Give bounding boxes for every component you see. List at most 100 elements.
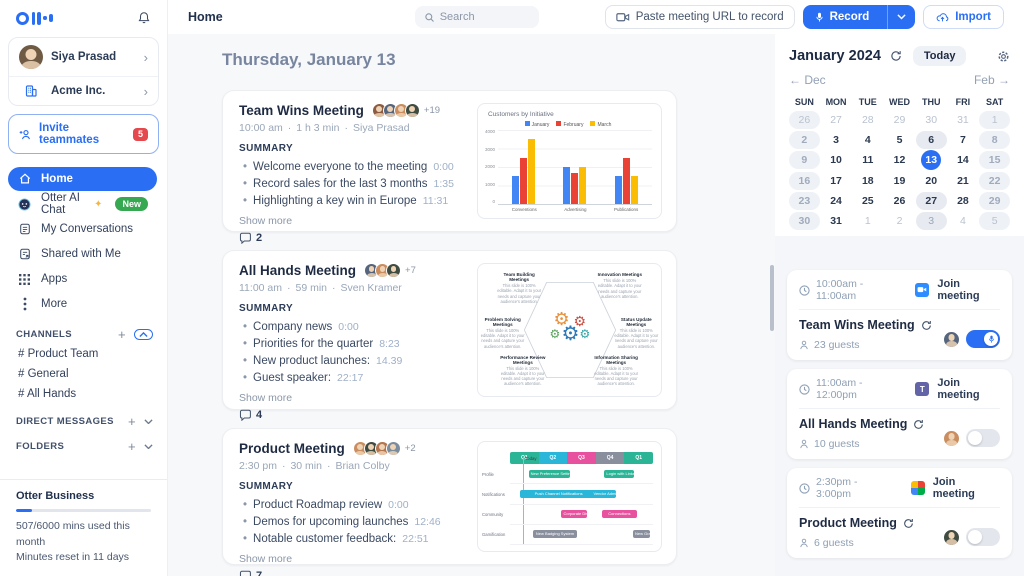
calendar-day[interactable]: 20 <box>925 175 938 187</box>
auto-join-toggle[interactable] <box>966 429 1000 447</box>
chevron-down-icon[interactable] <box>144 444 153 450</box>
calendar-day[interactable]: 18 <box>861 175 874 187</box>
calendar-day[interactable]: 27 <box>915 192 947 210</box>
paste-url-button[interactable]: Paste meeting URL to record <box>604 5 795 29</box>
sidebar-item-otter-ai-chat[interactable]: Otter AI Chat ✦ New <box>8 192 157 216</box>
comment-count[interactable]: 4 <box>239 409 469 421</box>
schedule-card[interactable]: 2:30pm - 3:00pm Join meeting Product Mee… <box>787 468 1012 558</box>
meeting-attachment[interactable]: ⚙ ⚙ ⚙ ⚙ ⚙ Team Building Meetings This slide i… <box>477 263 662 397</box>
calendar-day[interactable]: 25 <box>861 195 874 207</box>
record-dropdown-button[interactable] <box>887 5 915 29</box>
calendar-day[interactable]: 3 <box>915 212 947 230</box>
calendar-day[interactable]: 15 <box>979 151 1010 169</box>
calendar-day[interactable]: 17 <box>830 175 842 187</box>
user-profile-row[interactable]: Siya Prasad › <box>9 38 158 76</box>
gear-icon[interactable] <box>997 50 1010 63</box>
sidebar-item-apps[interactable]: Apps <box>8 267 157 291</box>
calendar-day[interactable]: 30 <box>789 212 820 230</box>
calendar-day[interactable]: 1 <box>864 215 871 227</box>
calendar-day[interactable]: 24 <box>830 195 842 207</box>
calendar-day[interactable]: 27 <box>830 114 842 126</box>
meeting-attachment[interactable]: Customers by Initiative January February M… <box>477 103 662 219</box>
calendar-day[interactable]: 9 <box>789 151 820 169</box>
chevron-up-icon[interactable] <box>134 328 153 341</box>
calendar-day[interactable]: 14 <box>957 154 969 166</box>
calendar-day[interactable]: 26 <box>893 195 906 207</box>
record-button[interactable]: Record <box>802 5 916 29</box>
calendar-day[interactable]: 28 <box>861 114 874 126</box>
plan-usage-panel: Otter Business 507/6000 mins used this m… <box>0 478 167 576</box>
join-meeting-link[interactable]: Join meeting <box>937 377 980 401</box>
calendar-day[interactable]: 11 <box>862 154 874 166</box>
search-box[interactable] <box>414 6 539 28</box>
calendar-day[interactable]: 26 <box>789 111 820 129</box>
calendar-day[interactable]: 23 <box>789 192 820 210</box>
calendar-day[interactable]: 8 <box>979 131 1010 149</box>
calendar-day[interactable]: 21 <box>957 175 969 187</box>
auto-join-toggle[interactable] <box>966 330 1000 348</box>
sidebar-item-more[interactable]: More <box>8 292 157 316</box>
schedule-card[interactable]: 10:00am - 11:00am Join meeting Team Wins… <box>787 270 1012 360</box>
calendar-day[interactable]: 28 <box>957 195 969 207</box>
channel-item[interactable]: # Product Team <box>18 348 99 360</box>
calendar-day[interactable]: 30 <box>925 114 938 126</box>
today-button[interactable]: Today <box>912 46 967 66</box>
bell-icon[interactable] <box>137 11 151 25</box>
show-more-link[interactable]: Show more <box>239 215 293 227</box>
refresh-icon[interactable] <box>913 419 924 430</box>
otter-logo[interactable] <box>16 11 53 25</box>
comment-count[interactable]: 2 <box>239 232 469 244</box>
meeting-card[interactable]: Team Wins Meeting +19 10:00 am · 1 h 3 min… <box>222 90 677 244</box>
calendar-day[interactable]: 31 <box>957 114 969 126</box>
calendar-day[interactable]: 2 <box>896 215 903 227</box>
next-month-link[interactable]: Feb → <box>973 73 1010 87</box>
schedule-card[interactable]: 11:00am - 12:00pm T Join meeting All Han… <box>787 369 1012 459</box>
calendar-day[interactable]: 5 <box>896 134 903 146</box>
calendar-day[interactable]: 29 <box>893 114 906 126</box>
chevron-down-icon[interactable] <box>144 419 153 425</box>
avatar <box>944 529 959 545</box>
plus-icon[interactable]: + <box>128 439 136 454</box>
search-input[interactable] <box>439 11 530 23</box>
calendar-day[interactable]: 2 <box>789 131 820 149</box>
calendar-day[interactable]: 4 <box>864 134 871 146</box>
meeting-attachment[interactable]: Q1 Q2 Q3 Q4 Q1 Today Profile New Preference … <box>477 441 662 552</box>
calendar-day[interactable]: 22 <box>979 172 1010 190</box>
calendar-day[interactable]: 13 <box>921 150 942 170</box>
workspace-row[interactable]: Acme Inc. › <box>9 76 158 105</box>
prev-month-link[interactable]: ← Dec <box>789 73 826 87</box>
refresh-icon[interactable] <box>903 518 914 529</box>
calendar-day[interactable]: 5 <box>979 212 1010 230</box>
auto-join-toggle[interactable] <box>966 528 1000 546</box>
calendar-day[interactable]: 16 <box>789 172 820 190</box>
import-button[interactable]: Import <box>923 5 1004 29</box>
sidebar-item-home[interactable]: Home <box>8 167 157 191</box>
plus-icon[interactable]: + <box>128 414 136 429</box>
refresh-icon[interactable] <box>921 320 932 331</box>
channel-item[interactable]: # General <box>18 368 69 380</box>
calendar-day[interactable]: 6 <box>915 131 947 149</box>
invite-teammates-button[interactable]: Invite teammates 5 <box>8 114 159 154</box>
join-meeting-link[interactable]: Join meeting <box>937 278 980 302</box>
comment-count[interactable]: 7 <box>239 570 469 576</box>
calendar-day[interactable]: 31 <box>830 215 842 227</box>
meeting-card[interactable]: Product Meeting +2 2:30 pm · 30 min · Brian … <box>222 428 677 576</box>
show-more-link[interactable]: Show more <box>239 392 293 404</box>
show-more-link[interactable]: Show more <box>239 553 293 565</box>
plus-icon[interactable]: + <box>118 327 126 342</box>
calendar-day[interactable]: 10 <box>830 154 842 166</box>
scrollbar[interactable] <box>770 265 774 331</box>
calendar-day[interactable]: 12 <box>893 154 906 166</box>
calendar-day[interactable]: 1 <box>979 111 1010 129</box>
channel-item[interactable]: # All Hands <box>18 388 77 400</box>
join-meeting-link[interactable]: Join meeting <box>932 476 975 500</box>
calendar-day[interactable]: 4 <box>960 215 966 227</box>
sidebar-item-shared-with-me[interactable]: Shared with Me <box>8 242 157 266</box>
sidebar-item-my-conversations[interactable]: My Conversations <box>8 217 157 241</box>
calendar-day[interactable]: 29 <box>979 192 1010 210</box>
calendar-day[interactable]: 7 <box>960 134 966 146</box>
meeting-card[interactable]: All Hands Meeting +7 11:00 am · 59 min · Sve… <box>222 250 677 421</box>
calendar-day[interactable]: 19 <box>893 175 906 187</box>
refresh-icon[interactable] <box>890 50 902 62</box>
calendar-day[interactable]: 3 <box>833 134 839 146</box>
